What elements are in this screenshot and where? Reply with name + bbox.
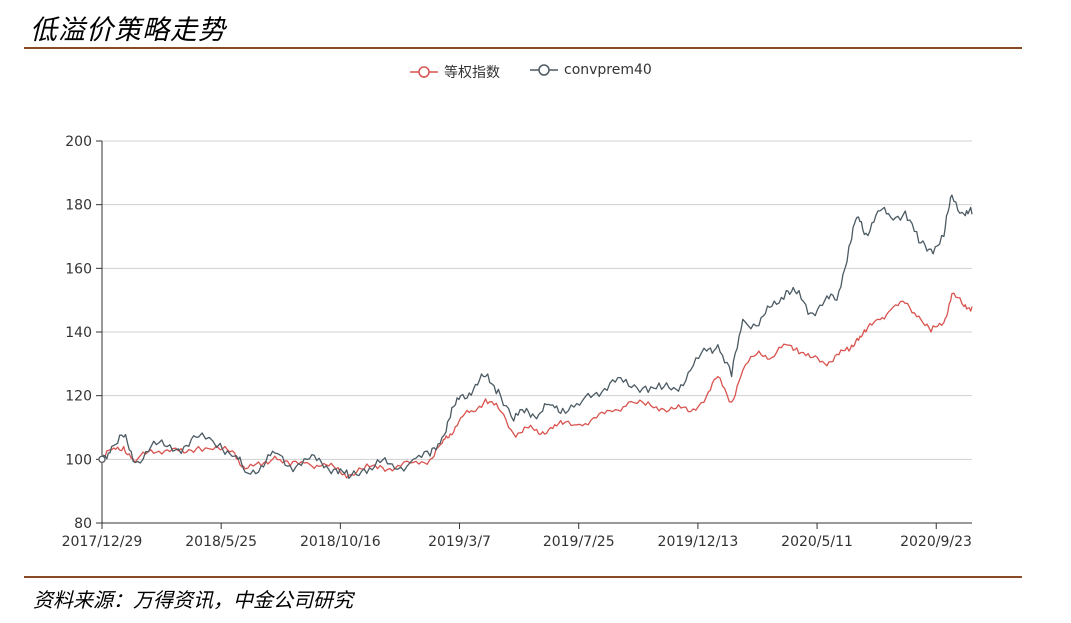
legend-item-convprem40[interactable]: convprem40 xyxy=(530,62,652,78)
series-start-point xyxy=(98,455,106,463)
x-axis: 2017/12/29 2018/5/25 2018/10/16 2019/3/7 201… xyxy=(62,522,972,550)
y-tick-label: 180 xyxy=(65,198,92,214)
y-tick-label: 200 xyxy=(65,134,92,150)
series-line-0 xyxy=(101,292,973,479)
legend-line-marker-icon xyxy=(530,64,558,76)
series-line-1 xyxy=(101,194,973,480)
legend-label: convprem40 xyxy=(564,62,652,78)
x-tick-label: 2018/5/25 xyxy=(185,534,257,550)
chart-title: 低溢价策略走势 xyxy=(30,15,226,46)
grid-lines xyxy=(102,140,972,524)
legend-line-marker-icon xyxy=(410,66,438,78)
series-lines xyxy=(98,194,973,480)
title-divider xyxy=(24,47,1022,49)
y-tick-label: 100 xyxy=(65,452,92,468)
legend-label: 等权指数 xyxy=(444,65,500,81)
x-tick-label: 2020/5/11 xyxy=(781,534,853,550)
y-tick-label: 140 xyxy=(65,325,92,341)
y-axis: 80 100 120 140 160 180 200 xyxy=(65,134,103,532)
y-tick-label: 80 xyxy=(74,516,92,532)
x-tick-label: 2018/10/16 xyxy=(300,534,381,550)
x-tick-label: 2017/12/29 xyxy=(62,534,143,550)
x-tick-label: 2019/12/13 xyxy=(658,534,739,550)
x-tick-label: 2019/3/7 xyxy=(428,534,491,550)
legend-item-equal-weight[interactable]: 等权指数 xyxy=(410,62,500,82)
footer-divider xyxy=(24,576,1022,578)
x-tick-label: 2019/7/25 xyxy=(543,534,615,550)
source-note: 资料来源：万得资讯，中金公司研究 xyxy=(33,588,353,612)
y-tick-label: 120 xyxy=(65,389,92,405)
x-tick-label: 2020/9/23 xyxy=(900,534,972,550)
y-tick-label: 160 xyxy=(65,261,92,277)
legend[interactable]: 等权指数 convprem40 xyxy=(0,62,1071,86)
